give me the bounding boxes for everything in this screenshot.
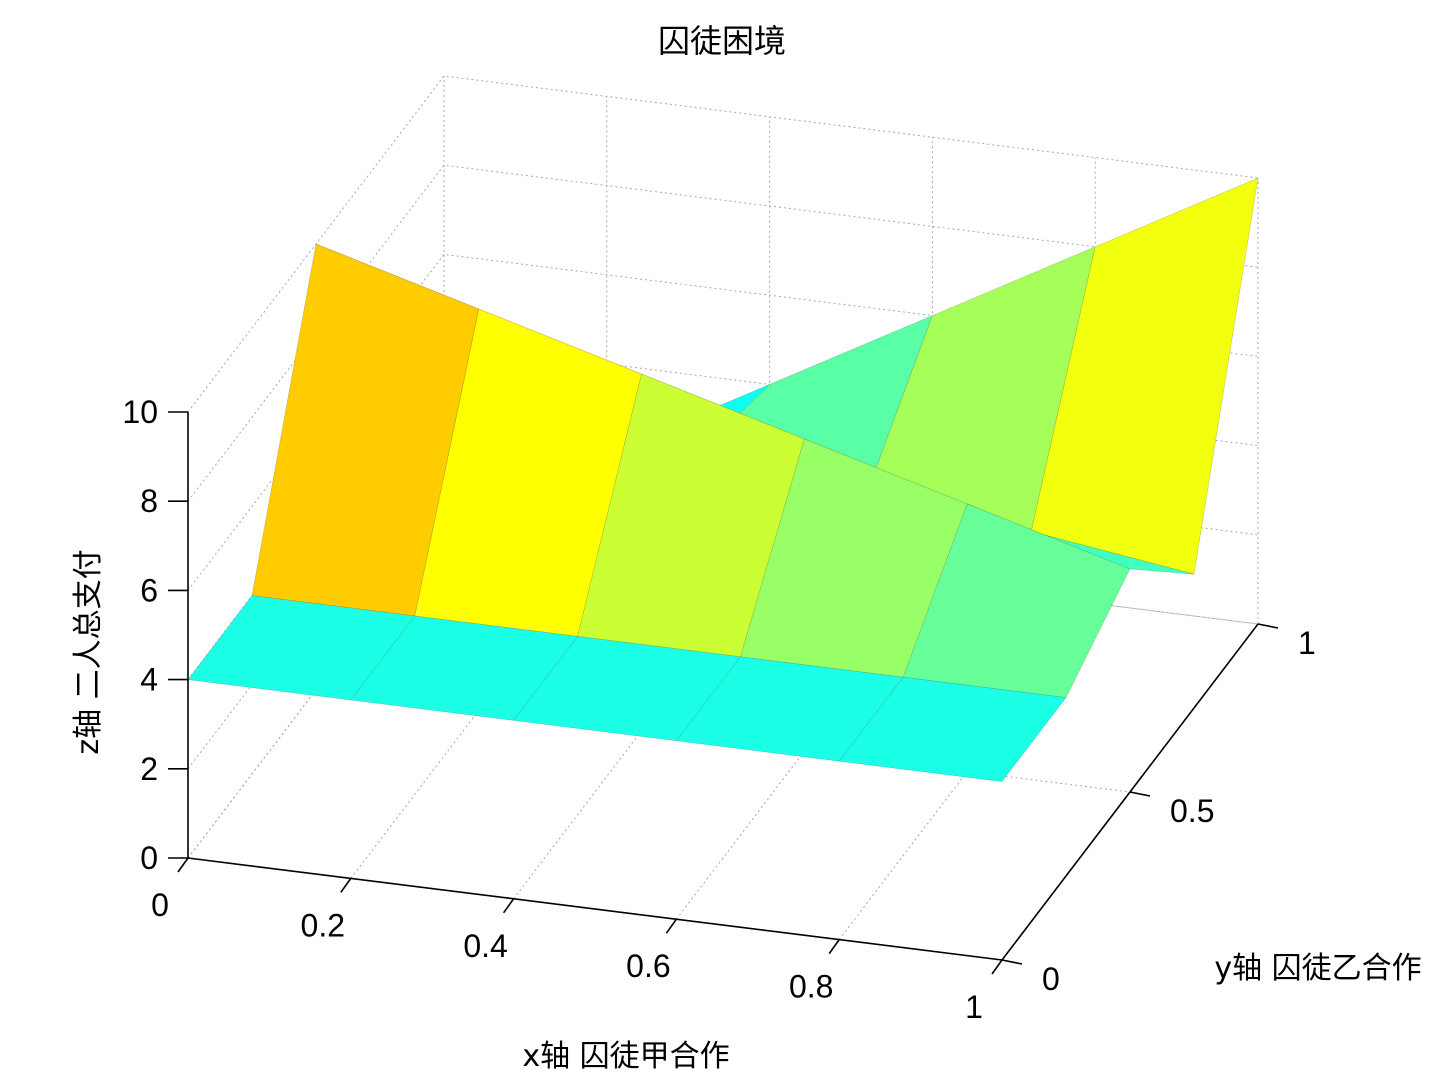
x-tick-label: 1 — [965, 989, 983, 1025]
x-axis-line — [187, 857, 1003, 961]
grid-line — [187, 164, 1259, 502]
z-tick-label: 10 — [122, 394, 158, 430]
y-tick-label: 0 — [1042, 961, 1060, 997]
z-tick-label: 8 — [140, 483, 158, 519]
z-tick-label: 2 — [140, 751, 158, 787]
x-tick — [340, 877, 352, 893]
z-tick-label: 0 — [140, 840, 158, 876]
x-axis-title: x轴 囚徒甲合作 — [522, 1039, 729, 1074]
y-tick-label: 0.5 — [1170, 793, 1214, 829]
x-tick — [177, 857, 189, 873]
y-tick — [1129, 791, 1151, 797]
surface-cell — [838, 676, 1067, 782]
x-tick — [502, 898, 515, 914]
z-tick-label: 4 — [140, 662, 158, 698]
x-tick-label: 0.8 — [789, 969, 833, 1005]
grid-line — [187, 75, 1259, 413]
z-axis-title: z轴 二人总支付 — [71, 549, 106, 754]
x-tick-label: 0 — [151, 887, 169, 923]
x-tick-label: 0.6 — [626, 948, 670, 984]
y-tick-label: 1 — [1298, 625, 1316, 661]
x-tick — [828, 939, 840, 955]
surface-mesh — [187, 177, 1259, 782]
grid-line — [187, 521, 1259, 859]
z-tick-label: 6 — [140, 572, 158, 608]
x-tick-label: 0.2 — [301, 907, 345, 943]
y-tick — [1001, 959, 1023, 965]
chart-title: 囚徒困境 — [658, 22, 786, 60]
y-axis-title: y轴 囚徒乙合作 — [1214, 951, 1421, 986]
y-tick — [1257, 623, 1279, 629]
x-tick — [665, 918, 678, 934]
x-tick — [991, 959, 1003, 975]
x-tick-label: 0.4 — [463, 928, 507, 964]
